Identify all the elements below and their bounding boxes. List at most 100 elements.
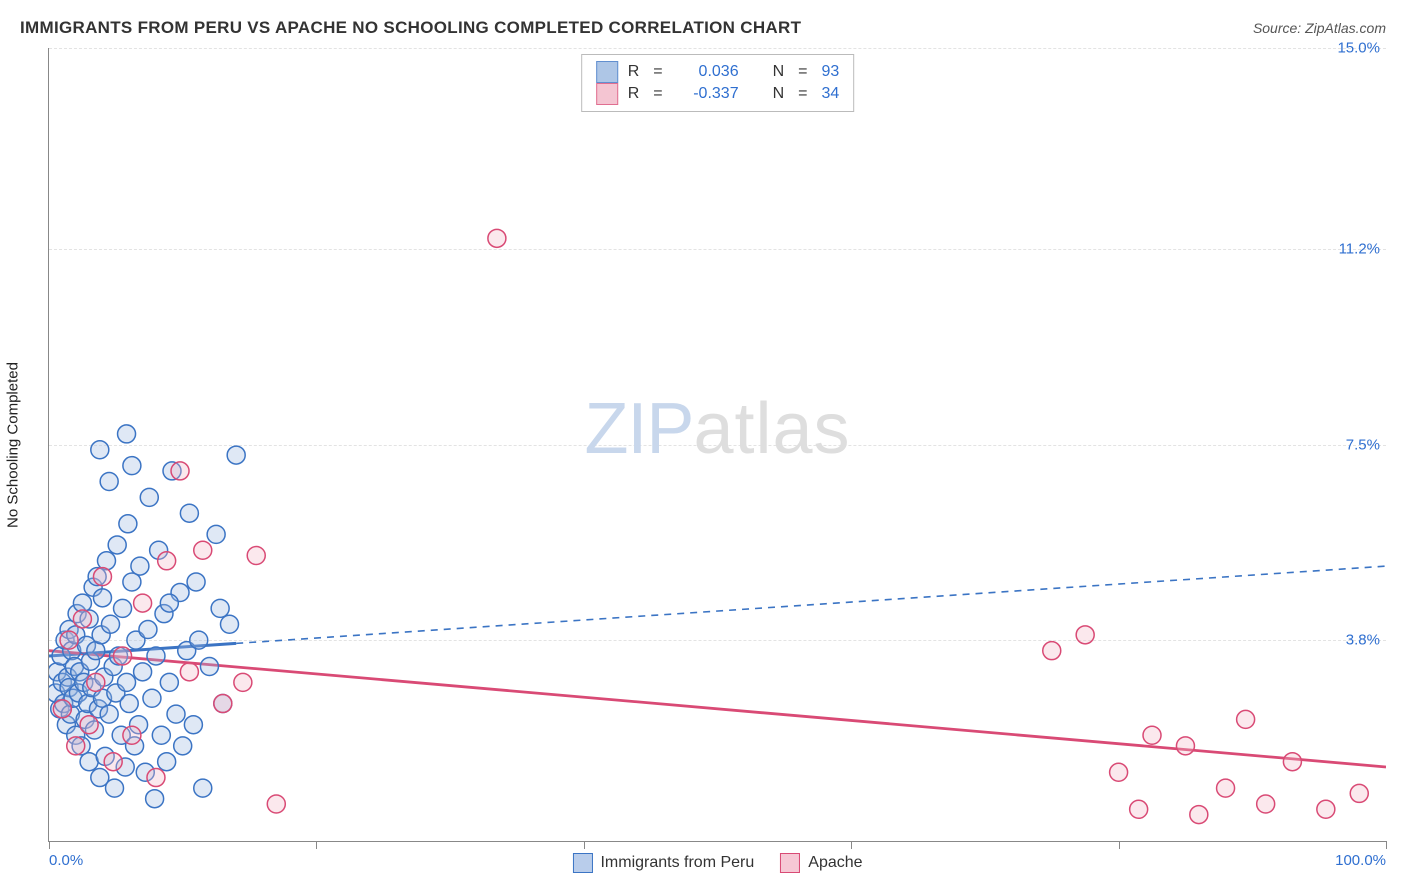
data-point	[51, 700, 69, 718]
x-tick	[49, 841, 50, 849]
equals-sign: =	[798, 85, 807, 103]
stat-r-label: R	[628, 63, 640, 81]
data-point	[1237, 710, 1255, 728]
data-point	[80, 753, 98, 771]
data-point	[84, 578, 102, 596]
data-point	[85, 721, 103, 739]
y-tick-label: 11.2%	[1339, 240, 1380, 257]
watermark-atlas: atlas	[693, 389, 850, 469]
data-point	[147, 647, 165, 665]
stat-n-label: N	[773, 85, 785, 103]
data-point	[59, 668, 77, 686]
gridline	[49, 249, 1386, 250]
data-point	[123, 726, 141, 744]
data-point	[60, 621, 78, 639]
data-point	[87, 673, 105, 691]
legend-stat-row: R=0.036N=93	[596, 61, 840, 83]
data-point	[123, 457, 141, 475]
data-point	[214, 695, 232, 713]
legend-stat-row: R=-0.337N=34	[596, 83, 840, 105]
equals-sign: =	[798, 63, 807, 81]
chart-title: IMMIGRANTS FROM PERU VS APACHE NO SCHOOL…	[20, 18, 801, 38]
data-point	[57, 716, 75, 734]
data-point	[104, 753, 122, 771]
data-point	[130, 716, 148, 734]
legend-swatch	[780, 853, 800, 873]
stat-n-value: 93	[822, 63, 840, 81]
data-point	[139, 621, 157, 639]
legend-series-item: Immigrants from Peru	[572, 853, 754, 873]
data-point	[211, 599, 229, 617]
data-point	[200, 658, 218, 676]
data-point	[120, 695, 138, 713]
data-point	[97, 552, 115, 570]
data-point	[77, 636, 95, 654]
data-point	[83, 679, 101, 697]
legend-stats-box: R=0.036N=93R=-0.337N=34	[581, 54, 855, 112]
gridline	[49, 445, 1386, 446]
data-point	[126, 737, 144, 755]
data-point	[108, 536, 126, 554]
data-point	[119, 515, 137, 533]
data-point	[1257, 795, 1275, 813]
data-point	[158, 552, 176, 570]
data-point	[65, 658, 83, 676]
data-point	[160, 594, 178, 612]
data-point	[102, 615, 120, 633]
data-point	[158, 753, 176, 771]
trend-line-dashed	[236, 566, 1386, 643]
trend-line-solid	[49, 643, 236, 656]
stat-r-value: 0.036	[677, 63, 739, 81]
data-point	[194, 541, 212, 559]
data-point	[64, 689, 82, 707]
data-point	[88, 568, 106, 586]
stat-n-label: N	[773, 63, 785, 81]
data-point	[118, 425, 136, 443]
data-point	[93, 589, 111, 607]
data-point	[488, 229, 506, 247]
equals-sign: =	[653, 85, 662, 103]
data-point	[136, 763, 154, 781]
x-tick	[1386, 841, 1387, 849]
data-point	[73, 594, 91, 612]
x-axis-min-label: 0.0%	[49, 852, 83, 869]
data-point	[67, 626, 85, 644]
gridline	[49, 640, 1386, 641]
data-point	[152, 726, 170, 744]
legend-series-label: Immigrants from Peru	[600, 854, 754, 872]
data-point	[1176, 737, 1194, 755]
data-point	[80, 610, 98, 628]
data-point	[194, 779, 212, 797]
data-point	[116, 758, 134, 776]
data-point	[106, 779, 124, 797]
data-point	[110, 647, 128, 665]
data-point	[100, 473, 118, 491]
legend-series: Immigrants from Peru Apache	[572, 853, 862, 873]
data-point	[100, 705, 118, 723]
data-point	[1130, 800, 1148, 818]
data-point	[55, 695, 73, 713]
data-point	[150, 541, 168, 559]
data-point	[118, 673, 136, 691]
stat-r-value: -0.337	[677, 85, 739, 103]
data-point	[93, 689, 111, 707]
legend-series-label: Apache	[808, 854, 862, 872]
data-point	[73, 610, 91, 628]
legend-swatch	[596, 61, 618, 83]
trend-line-solid	[49, 651, 1386, 767]
data-point	[76, 710, 94, 728]
data-point	[163, 462, 181, 480]
data-point	[178, 642, 196, 660]
data-point	[155, 605, 173, 623]
data-point	[1350, 784, 1368, 802]
watermark: ZIPatlas	[584, 388, 850, 470]
plot-frame: ZIPatlas R=0.036N=93R=-0.337N=34 No Scho…	[48, 48, 1386, 842]
data-point	[52, 647, 70, 665]
data-point	[180, 663, 198, 681]
data-point	[89, 700, 107, 718]
legend-series-item: Apache	[780, 853, 862, 873]
stat-r-label: R	[628, 85, 640, 103]
x-tick	[584, 841, 585, 849]
data-point	[68, 605, 86, 623]
x-tick	[851, 841, 852, 849]
